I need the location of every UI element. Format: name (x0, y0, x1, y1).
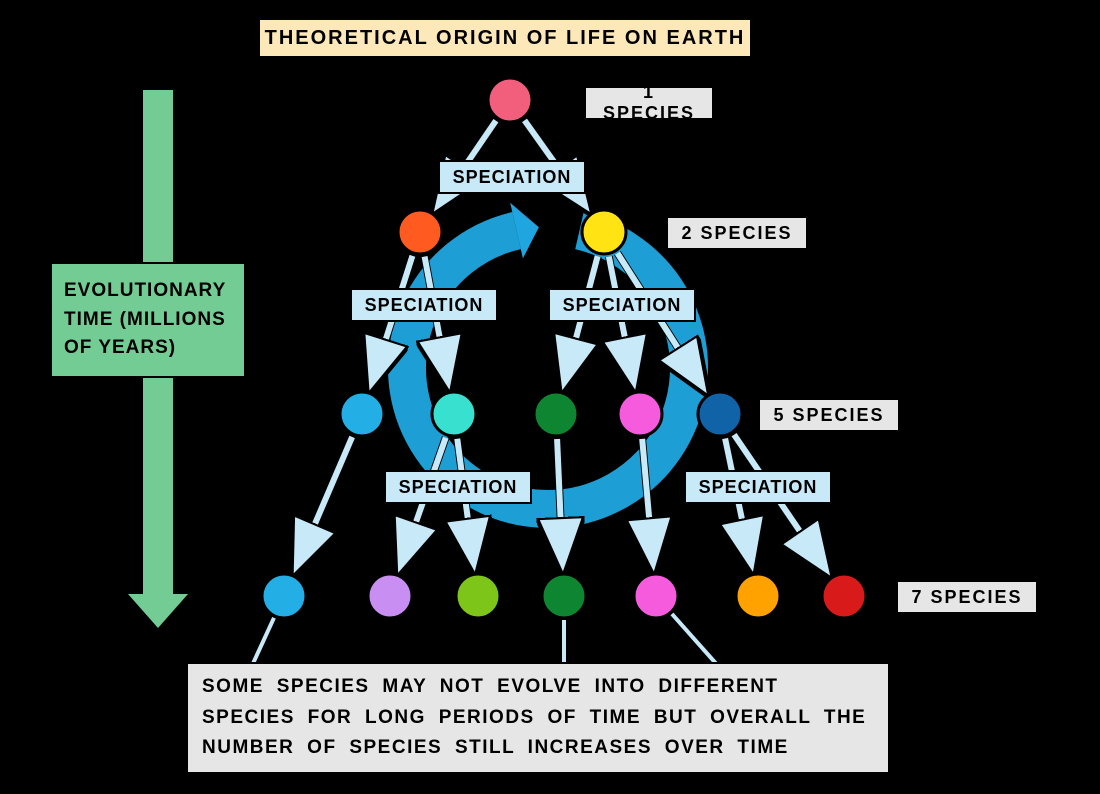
count-label-3: 5 SPECIES (758, 398, 900, 432)
species-node-l2a (398, 210, 442, 254)
count-text: 7 SPECIES (911, 587, 1022, 608)
species-node-l4c (456, 574, 500, 618)
speciation-label: SPECIATION (563, 295, 682, 316)
speciation-label: SPECIATION (365, 295, 484, 316)
count-text: 5 SPECIES (773, 405, 884, 426)
speciation-label: SPECIATION (699, 477, 818, 498)
note-text: SOME SPECIES MAY NOT EVOLVE INTO DIFFERE… (202, 672, 874, 763)
species-node-l4a (262, 574, 306, 618)
speciation-box-1: SPECIATION (438, 160, 586, 194)
speciation-box-4: SPECIATION (384, 470, 532, 504)
species-node-l4f (736, 574, 780, 618)
speciation-box-5: SPECIATION (684, 470, 832, 504)
count-label-2: 2 SPECIES (666, 216, 808, 250)
time-label-text: EVOLUTIONARY TIME (MILLIONS OF YEARS) (64, 277, 232, 363)
count-text: 1 SPECIES (598, 82, 700, 124)
title-box: THEORETICAL ORIGIN OF LIFE ON EARTH (258, 18, 752, 58)
species-node-l4d (542, 574, 586, 618)
time-label-box: EVOLUTIONARY TIME (MILLIONS OF YEARS) (50, 262, 246, 378)
count-label-1: 1 SPECIES (584, 86, 714, 120)
title-text: THEORETICAL ORIGIN OF LIFE ON EARTH (265, 27, 746, 50)
speciation-box-2: SPECIATION (350, 288, 498, 322)
species-node-l3b (432, 392, 476, 436)
species-node-l4b (368, 574, 412, 618)
note-box: SOME SPECIES MAY NOT EVOLVE INTO DIFFERE… (186, 662, 890, 774)
species-node-l2b (582, 210, 626, 254)
speciation-label: SPECIATION (399, 477, 518, 498)
count-label-4: 7 SPECIES (896, 580, 1038, 614)
species-node-l4e (634, 574, 678, 618)
species-node-root (488, 78, 532, 122)
species-node-l3d (618, 392, 662, 436)
species-node-l3a (340, 392, 384, 436)
species-node-l3c (534, 392, 578, 436)
speciation-box-3: SPECIATION (548, 288, 696, 322)
species-node-l4g (822, 574, 866, 618)
species-node-l3e (698, 392, 742, 436)
count-text: 2 SPECIES (681, 223, 792, 244)
speciation-label: SPECIATION (453, 167, 572, 188)
